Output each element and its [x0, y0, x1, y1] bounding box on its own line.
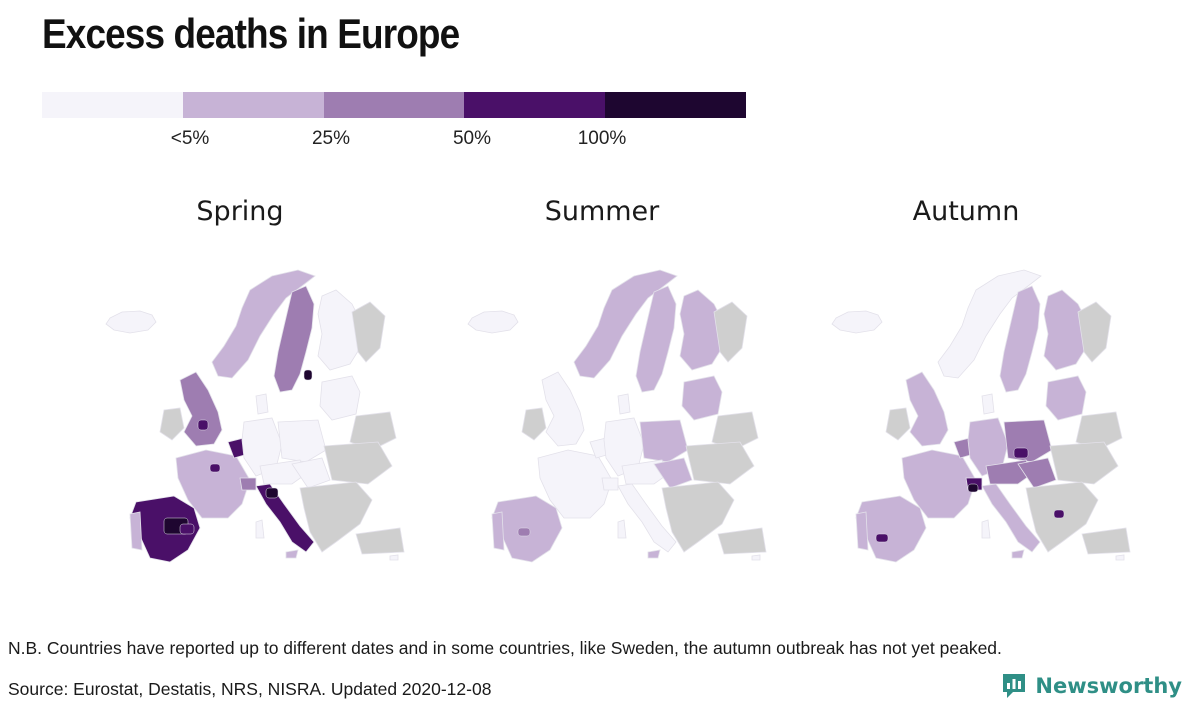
region-turkey: [355, 527, 405, 555]
region-ukraine: [1049, 441, 1119, 485]
region-baltics: [681, 375, 723, 421]
legend-bar: [42, 92, 746, 118]
region-switzerland: [601, 477, 619, 491]
legend-tick-25: 25%: [311, 128, 351, 149]
source-line: Source: Eurostat, Destatis, NRS, NISRA. …: [8, 679, 492, 699]
legend-swatch-1: [182, 92, 324, 118]
region-norway: [937, 269, 1042, 379]
region-ukraine: [685, 441, 755, 485]
brand-name: Newsworthy: [1035, 674, 1182, 698]
region-balkans: [299, 481, 373, 553]
chart-title: Excess deaths in Europe: [42, 10, 460, 57]
region-portugal: [855, 511, 869, 551]
legend-swatch-0: [42, 92, 183, 118]
region-ireland: [159, 407, 185, 441]
map-panel-autumn: Autumn: [786, 196, 1146, 596]
legend-tick-100: 100%: [577, 128, 627, 149]
europe-map-spring: [105, 269, 405, 563]
europe-map-summer: [467, 269, 767, 563]
region-italy: [617, 483, 677, 553]
region-portugal: [491, 511, 505, 551]
legend-tick-lt5: <5%: [170, 128, 210, 149]
region-uk: [179, 371, 223, 447]
region-sicily: [285, 549, 299, 559]
region-hungary-slovakia: [653, 457, 693, 489]
region-sweden: [635, 285, 677, 393]
stockholm-hotspot: [303, 369, 313, 381]
region-sweden: [999, 285, 1041, 393]
bulgaria-hotspot: [1053, 509, 1065, 519]
europe-map-autumn: [831, 269, 1131, 563]
region-norway: [573, 269, 678, 379]
map-panel-summer: Summer: [422, 196, 782, 596]
region-belarus: [711, 411, 759, 451]
region-turkey: [717, 527, 767, 555]
lombardy-hotspot: [265, 487, 279, 499]
region-denmark: [617, 393, 631, 415]
castilla-hotspot: [179, 523, 195, 535]
region-cyprus: [751, 554, 761, 561]
region-uk: [541, 371, 585, 447]
legend-swatch-2: [323, 92, 465, 118]
region-hungary-slovakia: [291, 457, 331, 489]
region-poland: [639, 419, 689, 463]
region-balkans: [661, 481, 735, 553]
region-belarus: [349, 411, 397, 451]
legend-tick-50: 50%: [452, 128, 492, 149]
london-hotspot: [197, 419, 209, 431]
region-finland: [317, 289, 363, 371]
map-title-spring: Spring: [196, 196, 284, 227]
map-title-autumn: Autumn: [912, 196, 1020, 227]
map-title-summer: Summer: [544, 196, 660, 227]
region-denmark: [255, 393, 269, 415]
legend-swatch-3: [464, 92, 606, 118]
paris-hotspot: [209, 463, 221, 473]
region-denmark: [981, 393, 995, 415]
region-uk: [905, 371, 949, 447]
region-ireland: [521, 407, 547, 441]
legend-swatch-4: [605, 92, 746, 118]
region-sardinia: [617, 519, 627, 539]
region-portugal: [129, 511, 143, 551]
region-iceland: [831, 310, 883, 334]
region-france: [901, 449, 977, 519]
region-sicily: [647, 549, 661, 559]
region-russia-nw: [351, 301, 386, 363]
spain-hotspot: [517, 527, 531, 537]
region-sweden: [273, 285, 315, 393]
alps-hotspot: [967, 483, 979, 493]
spain-hotspot: [875, 533, 889, 543]
region-france: [175, 449, 251, 519]
poland-hotspot: [1013, 447, 1029, 459]
region-france: [537, 449, 613, 519]
region-cyprus: [389, 554, 399, 561]
brand[interactable]: Newsworthy: [1001, 672, 1182, 700]
region-iceland: [467, 310, 519, 334]
region-sicily: [1011, 549, 1025, 559]
region-finland: [1043, 289, 1089, 371]
region-ukraine: [323, 441, 393, 485]
region-sardinia: [981, 519, 991, 539]
region-hungary-slovakia: [1017, 457, 1057, 489]
region-iceland: [105, 310, 157, 334]
region-russia-nw: [1077, 301, 1112, 363]
region-finland: [679, 289, 725, 371]
region-ireland: [885, 407, 911, 441]
region-sardinia: [255, 519, 265, 539]
region-russia-nw: [713, 301, 748, 363]
region-italy: [981, 483, 1041, 553]
map-panel-spring: Spring: [60, 196, 420, 596]
region-switzerland: [239, 477, 257, 491]
color-legend: <5% 25% 50% 100%: [42, 92, 746, 162]
region-turkey: [1081, 527, 1131, 555]
region-norway: [211, 269, 316, 379]
region-poland: [277, 419, 327, 463]
bar-chart-speech-bubble-icon: [1003, 674, 1026, 698]
region-belarus: [1075, 411, 1123, 451]
region-baltics: [319, 375, 361, 421]
region-cyprus: [1115, 554, 1125, 561]
footnote: N.B. Countries have reported up to diffe…: [8, 638, 1002, 658]
region-baltics: [1045, 375, 1087, 421]
